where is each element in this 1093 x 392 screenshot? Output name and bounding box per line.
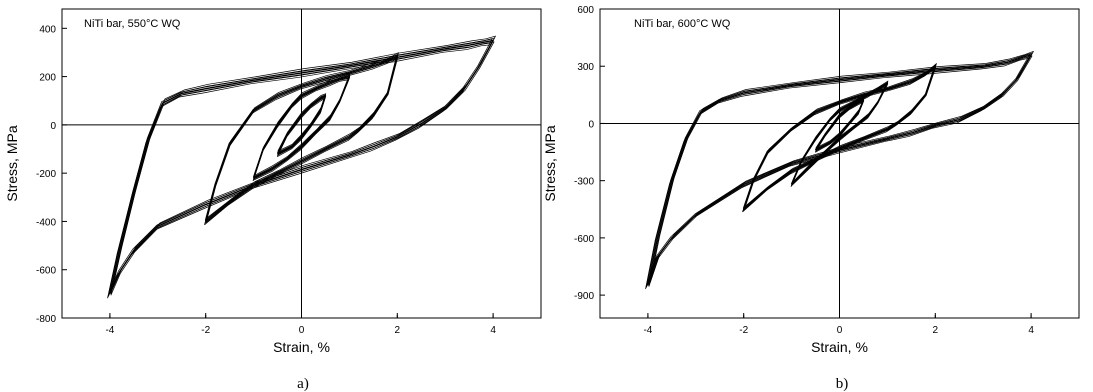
x-tick-label: 0 [837, 325, 843, 336]
loop-cycle-line [791, 82, 888, 185]
y-tick-label: -300 [574, 177, 594, 188]
panel-caption: b) [836, 376, 849, 392]
loop-cycle-line [111, 35, 496, 290]
x-tick-label: -4 [105, 325, 114, 336]
loop-cycle-line [110, 37, 495, 292]
loop-cycle-line [790, 82, 889, 185]
loop-cycle-line [110, 41, 495, 296]
y-tick-label: 300 [577, 62, 594, 73]
loop-cycle-line [815, 99, 864, 150]
chart-annotation: NiTi bar, 600°C WQ [634, 18, 731, 30]
x-tick-label: -2 [201, 325, 210, 336]
loop-cycle-line [815, 98, 865, 149]
hysteresis-loop-1pct [252, 73, 351, 182]
hysteresis-loop-2pct [742, 63, 937, 213]
loop-cycle-line [645, 57, 1030, 290]
y-tick-label: -800 [36, 314, 56, 325]
loop-cycle-line [646, 53, 1031, 285]
hysteresis-loop-0.5pct [276, 93, 327, 157]
loop-cycle-line [206, 52, 399, 219]
y-axis-label: Stress, MPa [542, 125, 558, 201]
loop-cycle-line [253, 73, 351, 176]
hysteresis-loop-4pct [107, 35, 496, 299]
y-tick-label: 0 [50, 121, 56, 132]
loop-cycle-line [252, 79, 350, 182]
x-tick-label: -2 [739, 325, 748, 336]
x-axis-label: Strain, % [811, 339, 868, 355]
hysteresis-loop-1pct [790, 80, 889, 188]
x-tick-label: 0 [299, 325, 305, 336]
y-tick-label: -200 [36, 169, 56, 180]
loop-cycle-line [277, 93, 327, 152]
x-tick-label: 2 [933, 325, 939, 336]
loop-cycle-line [107, 44, 492, 299]
x-tick-label: 4 [490, 325, 496, 336]
chart-panel-2: -4 -2 0 2 4 -900 -600 -300 0 300 600 Strain, % Stres… [542, 5, 1080, 392]
loop-cycle-line [791, 83, 888, 186]
hysteresis-loop-0.5pct [814, 98, 865, 153]
loop-cycle-line [204, 54, 398, 221]
loop-cycle-line [204, 59, 397, 226]
y-tick-label: 400 [39, 24, 56, 35]
x-axis-label: Strain, % [273, 339, 330, 355]
y-axis-label: Stress, MPa [4, 125, 20, 201]
loop-cycle-line [253, 77, 350, 180]
loop-cycle-line [646, 56, 1031, 288]
y-tick-label: 0 [588, 119, 594, 130]
y-tick-label: 200 [39, 73, 56, 84]
y-tick-label: 600 [577, 5, 594, 16]
loop-cycle-line [648, 55, 1033, 287]
loop-cycle-line [277, 96, 326, 156]
x-tick-label: -4 [643, 325, 652, 336]
y-tick-label: -400 [36, 217, 56, 228]
loop-cycle-line [815, 100, 864, 152]
loop-cycle-line [205, 56, 399, 223]
loop-cycle-line [649, 50, 1034, 283]
chart-annotation: NiTi bar, 550°C WQ [84, 18, 181, 30]
panel-caption: a) [297, 376, 309, 392]
y-tick-label: -600 [574, 234, 594, 245]
loop-cycle-line [791, 80, 889, 183]
loop-cycle-line [253, 75, 350, 178]
chart-panel-1: -4 -2 0 2 4 -800 -600 -400 -200 0 200 400 Strain, % S… [4, 8, 542, 392]
hysteresis-loop-4pct [645, 50, 1034, 290]
hysteresis-loop-2pct [204, 52, 399, 226]
loop-cycle-line [648, 52, 1033, 284]
x-tick-label: 4 [1028, 325, 1034, 336]
loop-cycle-line [108, 38, 493, 293]
y-tick-label: -600 [36, 266, 56, 277]
y-tick-label: -900 [574, 291, 594, 302]
loop-cycle-line [277, 94, 326, 154]
x-tick-label: 2 [395, 325, 401, 336]
loop-cycle-line [743, 66, 937, 211]
loop-cycle-line [252, 75, 351, 179]
